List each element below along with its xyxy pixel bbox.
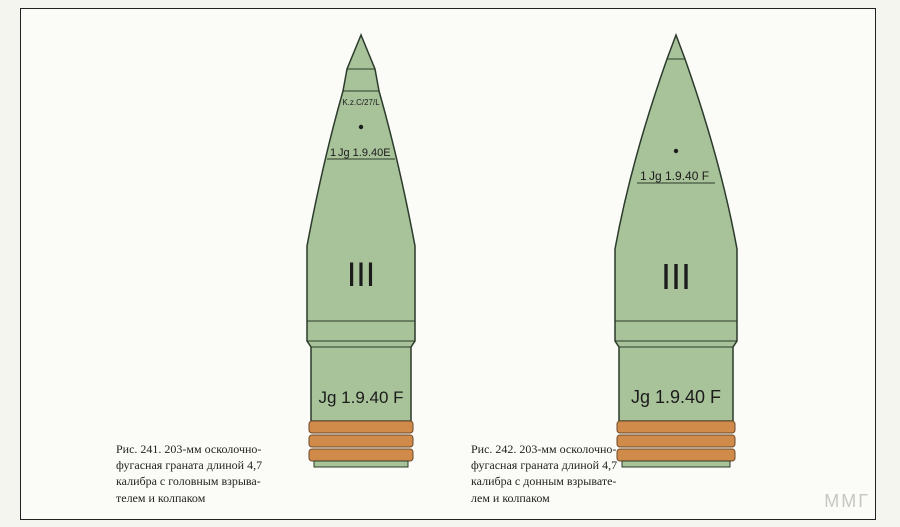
page-frame: K.z.C/27/L 1 Jg 1.9.40E III Jg 1.9.40 F xyxy=(20,8,876,520)
shell-body xyxy=(615,35,737,421)
base-marking: Jg 1.9.40 F xyxy=(631,387,721,407)
fuze-label: K.z.C/27/L xyxy=(342,98,380,107)
upper-mark-prefix: 1 xyxy=(330,147,336,159)
upper-mark: Jg 1.9.40E xyxy=(338,147,391,159)
shell-right-svg: 1 Jg 1.9.40 F III Jg 1.9.40 F xyxy=(581,31,771,471)
shell-left: K.z.C/27/L 1 Jg 1.9.40E III Jg 1.9.40 F xyxy=(271,31,451,476)
base-marking: Jg 1.9.40 F xyxy=(318,388,403,407)
upper-mark-prefix: 1 xyxy=(640,169,647,183)
weight-marks: III xyxy=(347,256,375,294)
caption-left: Рис. 241. 203-мм осколочно- фугасная гра… xyxy=(116,441,262,506)
upper-mark: Jg 1.9.40 F xyxy=(649,169,709,183)
caption-right: Рис. 242. 203-мм осколочно- фугасная гра… xyxy=(471,441,617,506)
shell-right: 1 Jg 1.9.40 F III Jg 1.9.40 F xyxy=(581,31,771,476)
registration-dot xyxy=(359,125,363,129)
driving-bands xyxy=(617,421,735,467)
shell-left-svg: K.z.C/27/L 1 Jg 1.9.40E III Jg 1.9.40 F xyxy=(271,31,451,471)
watermark: ММГ xyxy=(824,491,870,512)
shell-body xyxy=(307,35,415,421)
registration-dot xyxy=(674,149,678,153)
driving-bands xyxy=(309,421,413,467)
weight-marks: III xyxy=(661,256,691,297)
